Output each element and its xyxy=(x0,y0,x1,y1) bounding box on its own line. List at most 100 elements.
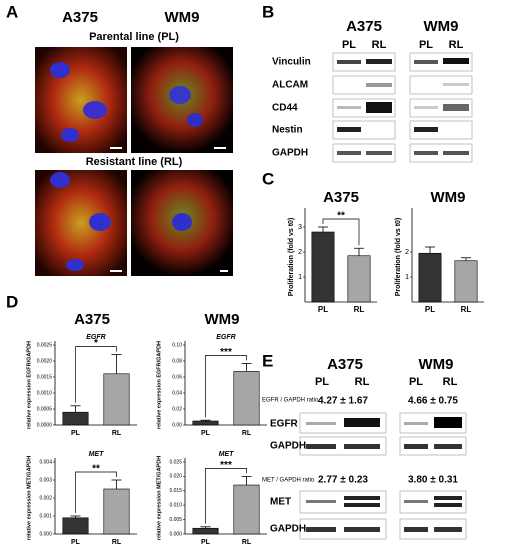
bar xyxy=(62,411,89,426)
y-tick-label: 0.004 xyxy=(39,459,52,465)
bar xyxy=(347,255,371,303)
column-title: A375 xyxy=(74,311,110,328)
protein: Nestin xyxy=(272,125,303,136)
lane: PL xyxy=(342,39,356,51)
lane: RL xyxy=(355,376,370,388)
y-tick-label: 0.0000 xyxy=(37,422,53,428)
chart-subtitle: EGFR xyxy=(86,334,105,341)
x-tick-label: PL xyxy=(201,539,211,546)
y-tick-label: 0.0015 xyxy=(37,374,53,380)
protein: Vinculin xyxy=(272,57,311,68)
x-tick-label: PL xyxy=(425,305,435,314)
y-tick-label: 3 xyxy=(298,224,302,231)
cell-line: WM9 xyxy=(419,356,454,373)
significance-bracket xyxy=(322,218,360,246)
x-tick-label: RL xyxy=(242,430,252,437)
lane: PL xyxy=(315,376,329,388)
cell-line: A375 xyxy=(346,18,382,35)
y-tick-label: 0.015 xyxy=(169,488,182,494)
bar xyxy=(454,260,478,303)
micrographs xyxy=(35,47,233,276)
bar xyxy=(311,231,335,303)
blot-bands-e xyxy=(306,417,462,532)
panel-label: C xyxy=(262,169,274,188)
y-tick-label: 0.0025 xyxy=(37,342,53,348)
bar xyxy=(62,517,89,535)
y-tick-label: 0.002 xyxy=(39,495,52,501)
x-tick-label: PL xyxy=(71,430,81,437)
lane: RL xyxy=(372,39,387,51)
ratio-value: 3.80 ± 0.31 xyxy=(408,475,458,486)
y-tick-label: 0.04 xyxy=(172,390,182,396)
western-blots-b xyxy=(332,52,473,163)
bar xyxy=(418,252,442,303)
bar xyxy=(103,488,130,535)
x-tick-label: RL xyxy=(242,539,252,546)
y-tick-label: 0.10 xyxy=(172,342,182,348)
lane: RL xyxy=(443,376,458,388)
ratio-value: 2.77 ± 0.23 xyxy=(318,475,368,486)
bar xyxy=(192,420,219,426)
bar xyxy=(233,371,260,426)
y-tick-label: 0.00 xyxy=(172,422,182,428)
y-tick-label: 0.0005 xyxy=(37,406,53,412)
y-tick-label: 0.06 xyxy=(172,374,182,380)
significance-bracket xyxy=(205,468,247,524)
y-tick-label: 0.003 xyxy=(39,477,52,483)
column-title: WM9 xyxy=(205,311,240,328)
y-tick-label: 0.000 xyxy=(169,531,182,537)
significance: * xyxy=(94,338,98,349)
panel-label: D xyxy=(6,292,18,311)
y-tick-label: 0.08 xyxy=(172,358,182,364)
y-tick-label: 0.000 xyxy=(39,531,52,537)
y-tick-label: 0.020 xyxy=(169,474,182,480)
y-axis-label: relative expression EGFR/GAPDH xyxy=(156,341,162,429)
significance: ** xyxy=(337,211,345,222)
lane: PL xyxy=(409,376,423,388)
chart-title: A375 xyxy=(323,189,359,206)
ratio-value: 4.66 ± 0.75 xyxy=(408,396,458,407)
y-tick-label: 0.02 xyxy=(172,406,182,412)
panel-label: B xyxy=(262,2,274,21)
lane: RL xyxy=(449,39,464,51)
bar xyxy=(103,373,130,426)
blot-bands-b xyxy=(337,58,469,155)
y-tick-label: 0.0010 xyxy=(37,390,53,396)
y-tick-label: 2 xyxy=(405,249,409,256)
significance-bracket xyxy=(75,346,117,403)
cell-line: WM9 xyxy=(424,18,459,35)
y-axis-label: relative expression MET/GAPDH xyxy=(156,456,162,540)
x-tick-label: PL xyxy=(71,539,81,546)
panel-label: A xyxy=(6,2,18,21)
y-tick-label: 1 xyxy=(405,274,409,281)
chart-title: WM9 xyxy=(431,189,466,206)
significance-bracket xyxy=(205,355,247,418)
lane: PL xyxy=(419,39,433,51)
panel-label: E xyxy=(262,351,273,370)
y-tick-label: 0.005 xyxy=(169,517,182,523)
y-tick-label: 0.0020 xyxy=(37,358,53,364)
significance: *** xyxy=(220,460,232,471)
ratio-label: MET / GAPDH ratio xyxy=(262,478,315,484)
x-tick-label: RL xyxy=(461,305,472,314)
protein: ALCAM xyxy=(272,80,308,91)
ratio-value: 4.27 ± 1.67 xyxy=(318,396,368,407)
y-tick-label: 0.010 xyxy=(169,503,182,509)
row-label: Resistant line (RL) xyxy=(86,156,183,168)
y-axis-label: Proliferation (fold vs t0) xyxy=(395,218,402,297)
row-label: Parental line (PL) xyxy=(89,31,179,43)
y-tick-label: 2 xyxy=(298,249,302,256)
cell-line: A375 xyxy=(62,9,98,26)
cell-line: WM9 xyxy=(165,9,200,26)
protein: CD44 xyxy=(272,103,298,114)
chart-subtitle: MET xyxy=(219,451,235,458)
y-tick-label: 0.025 xyxy=(169,459,182,465)
x-tick-label: RL xyxy=(112,539,122,546)
bar xyxy=(192,527,219,535)
significance-bracket xyxy=(75,471,117,513)
y-axis-label: relative expression EGFR/GAPDH xyxy=(26,341,32,429)
protein: GAPDH xyxy=(272,148,308,159)
chart-subtitle: EGFR xyxy=(216,334,235,341)
bar xyxy=(233,484,260,535)
